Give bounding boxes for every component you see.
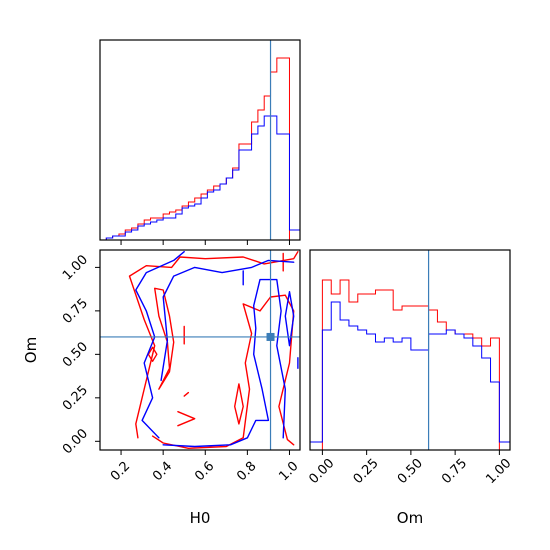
contour-series-1-path-2 — [162, 278, 286, 448]
contour-series-0-path-2 — [154, 287, 175, 390]
x-axis-label-H0: H0 — [190, 509, 211, 527]
joint-truth-marker — [266, 332, 275, 341]
histogram-panel-Om: 0.00 0.25 0.50 0.75 1.00 — [306, 249, 514, 487]
hist-H0-step-series-0 — [100, 57, 300, 241]
contour-series-1-path-0 — [135, 251, 185, 439]
hist-Om-xtick-label-0: 0.00 — [306, 456, 337, 487]
hist-Om-xtick-label-2: 0.50 — [395, 456, 426, 487]
hist-Om-step-series-1 — [309, 301, 510, 450]
joint-ytick-label-4: 1.00 — [60, 252, 91, 283]
hist-Om-xtick-label-1: 0.25 — [351, 456, 382, 487]
contour-series-0-path-3 — [234, 383, 244, 425]
hist-H0-step-series-1 — [100, 115, 300, 241]
x-axis-label-Om: Om — [397, 509, 423, 527]
histogram-panel-H0 — [99, 39, 301, 245]
hist-H0-frame — [99, 39, 301, 241]
contour-series-0-path-8 — [183, 391, 190, 397]
hist-Om-xtick-label-4: 1.00 — [483, 456, 514, 487]
joint-xtick-label-4: 1.0 — [276, 459, 301, 484]
contour-panel-H0-Om: 0.2 0.4 0.6 0.8 1.0 0.00 0.25 0.50 0.75 1.00 — [60, 249, 302, 484]
contour-series-0-path-7 — [177, 411, 196, 427]
joint-xtick-label-2: 0.6 — [192, 459, 217, 484]
joint-xtick-label-1: 0.4 — [150, 459, 175, 484]
contour-layer — [128, 251, 299, 449]
contour-series-1-path-1 — [160, 259, 295, 382]
joint-xtick-label-3: 0.8 — [234, 459, 259, 484]
contour-series-0-path-0 — [128, 251, 299, 439]
contour-series-0-path-4 — [147, 346, 158, 362]
joint-ytick-label-3: 0.75 — [60, 296, 91, 327]
hist-Om-step-series-0 — [310, 279, 510, 451]
joint-ytick-label-0: 0.00 — [60, 426, 91, 457]
joint-xtick-label-0: 0.2 — [108, 459, 133, 484]
joint-frame — [99, 249, 301, 451]
y-axis-label-Om: Om — [22, 337, 40, 363]
contour-series-1-path-4 — [284, 291, 295, 347]
contour-series-0-path-1 — [151, 294, 295, 449]
hist-Om-frame — [309, 249, 511, 451]
joint-ytick-label-1: 0.25 — [60, 383, 91, 414]
hist-Om-xtick-label-3: 0.75 — [439, 456, 470, 487]
joint-ytick-label-2: 0.50 — [60, 339, 91, 370]
